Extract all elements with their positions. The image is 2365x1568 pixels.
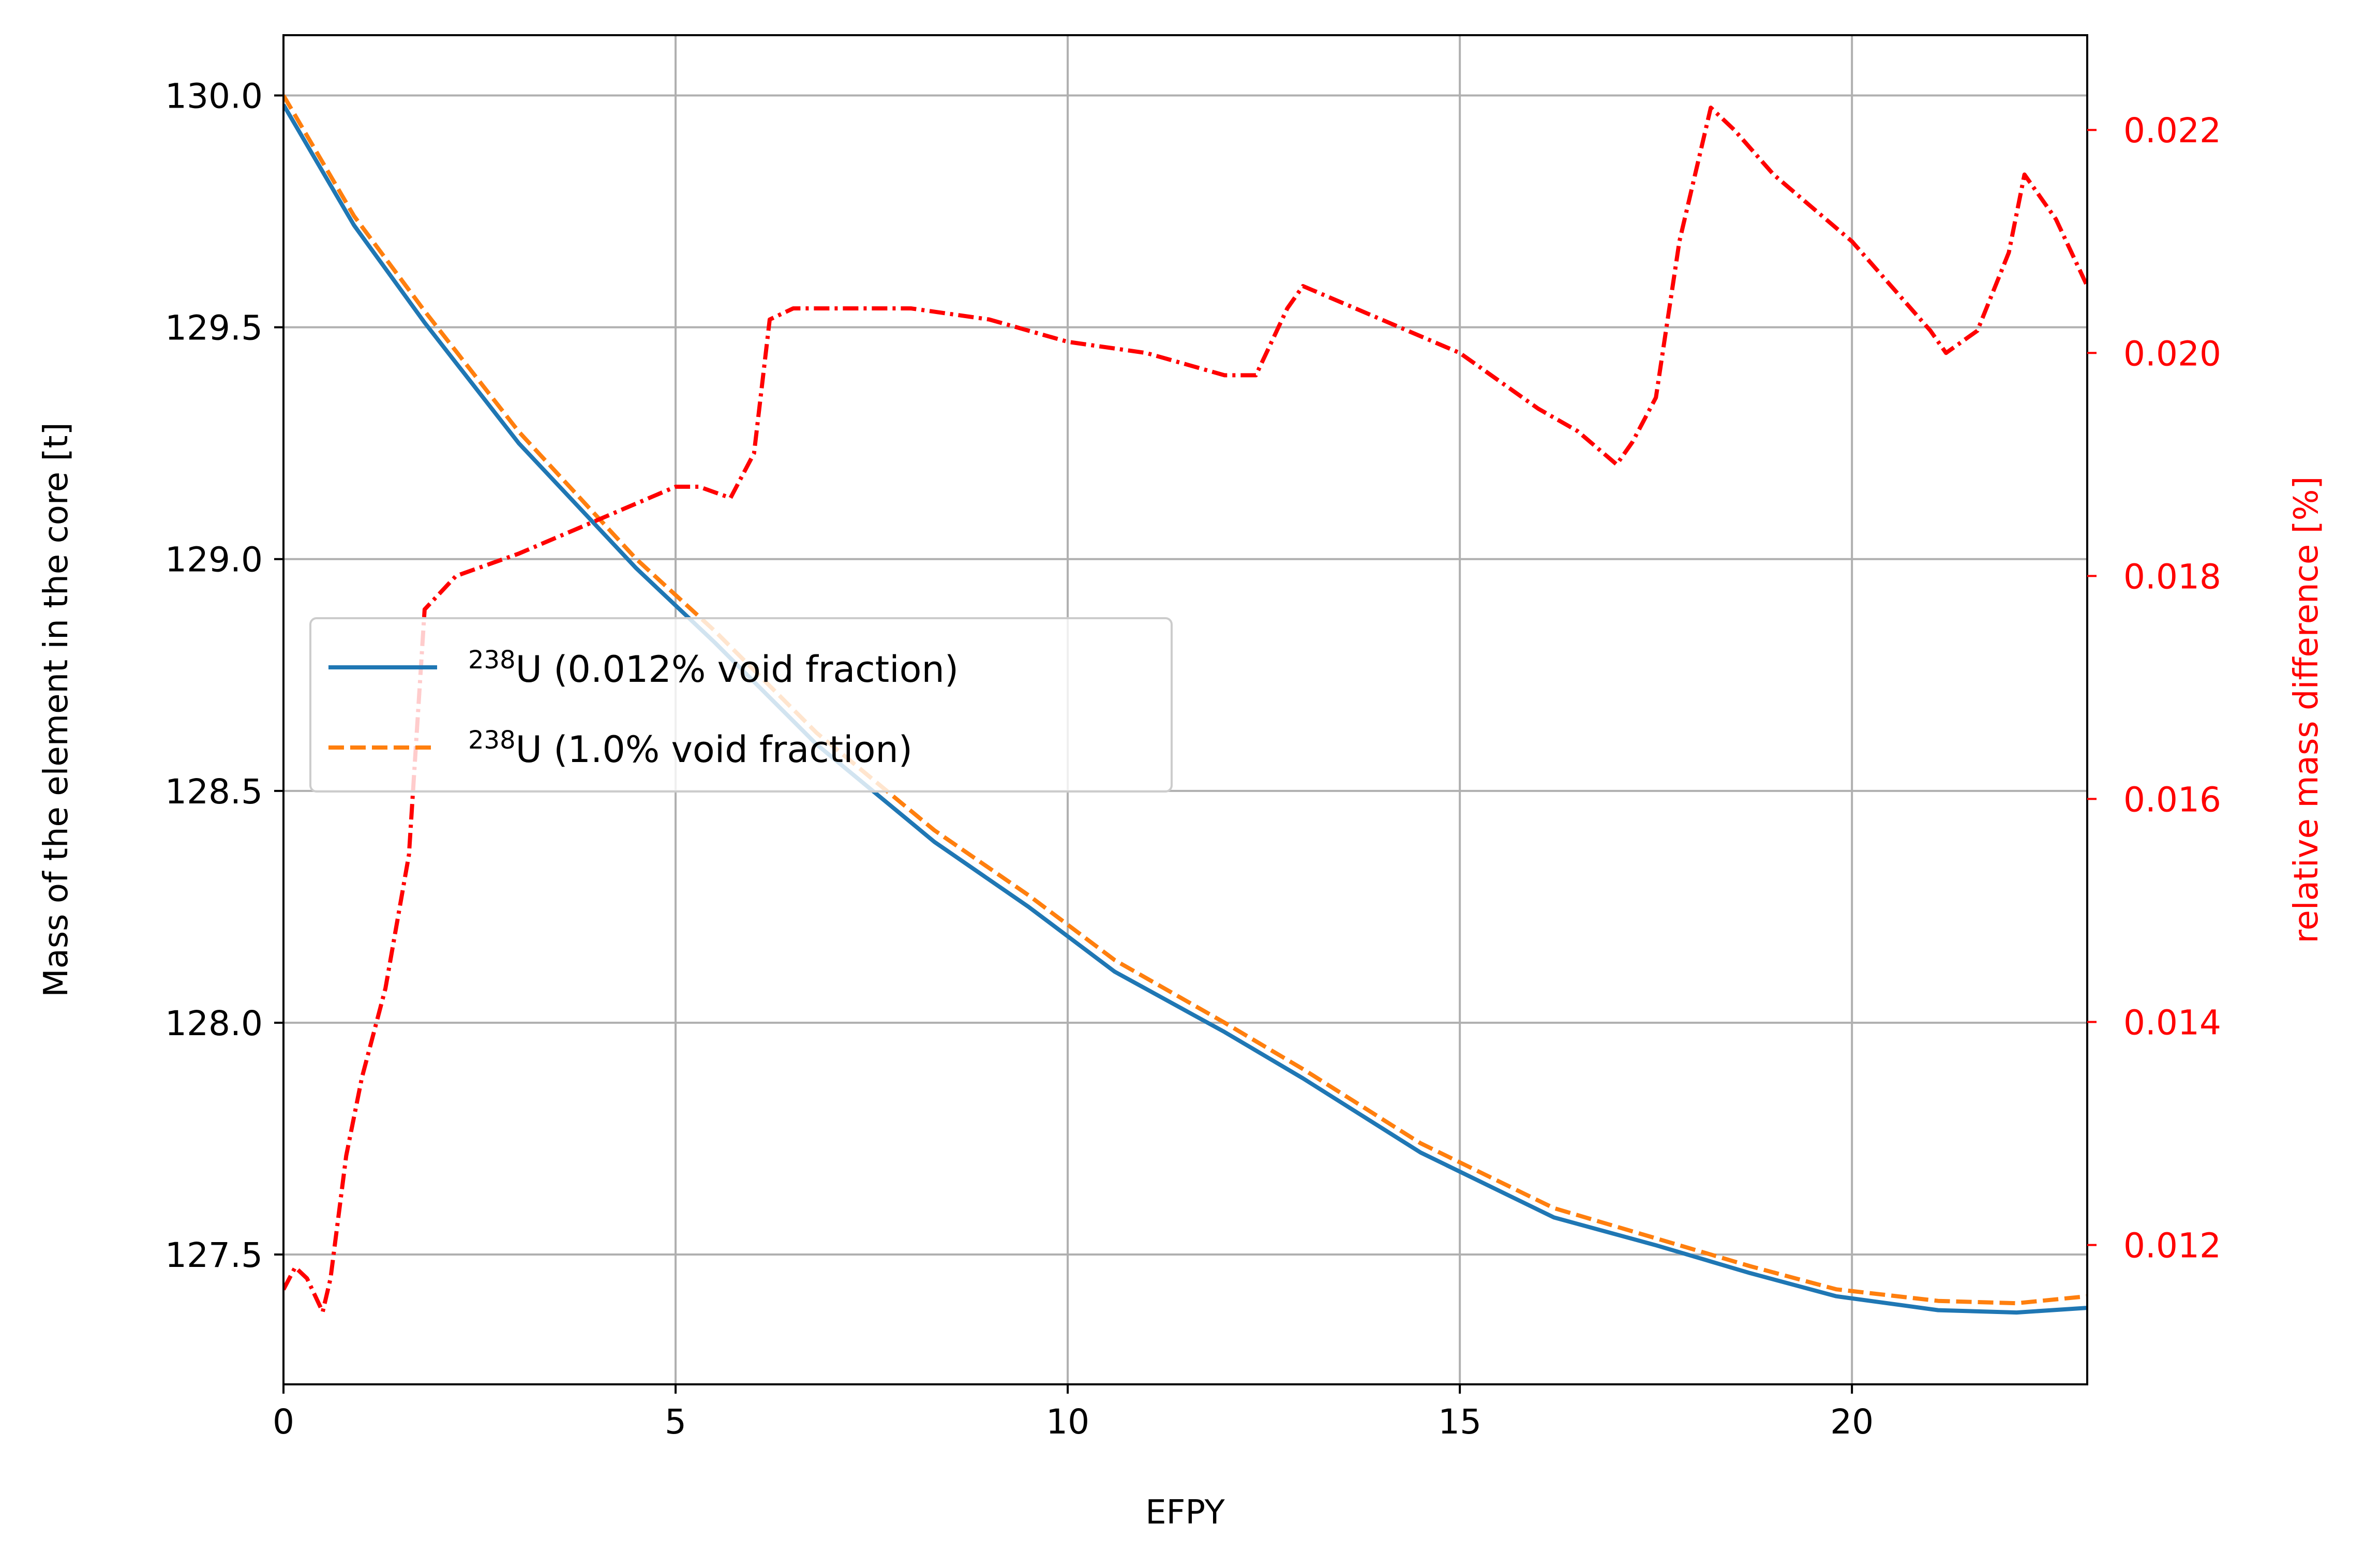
- y-tick-label: 130.0: [165, 77, 263, 116]
- x-axis-label: EFPY: [1145, 1494, 1225, 1532]
- legend-entry-1: 238U (0.012% void fraction): [468, 646, 959, 691]
- x-tick-label: 0: [273, 1402, 294, 1442]
- legend-entry-1-sup: 238: [468, 646, 516, 675]
- y-tick-label: 129.0: [165, 540, 263, 580]
- y2-tick-label: 0.012: [2123, 1226, 2221, 1266]
- legend-entry-2-sup: 238: [468, 726, 516, 755]
- y2-tick-label: 0.018: [2123, 557, 2221, 596]
- y2-tick-label: 0.014: [2123, 1003, 2221, 1043]
- y2-tick-label: 0.016: [2123, 780, 2221, 819]
- x-tick-label: 10: [1046, 1402, 1089, 1442]
- legend: 238U (0.012% void fraction) 238U (1.0% v…: [310, 618, 1172, 792]
- y-tick-label: 128.5: [165, 772, 263, 812]
- x-tick-label: 15: [1438, 1402, 1481, 1442]
- x-tick-label: 20: [1830, 1402, 1874, 1442]
- x-tick-label: 5: [665, 1402, 686, 1442]
- legend-entry-2-text: U (1.0% void fraction): [516, 728, 912, 771]
- y-axis-label: Mass of the element in the core [t]: [37, 422, 76, 997]
- y-tick-label: 128.0: [165, 1004, 263, 1043]
- y2-axis-label: relative mass difference [%]: [2287, 476, 2326, 944]
- y2-tick-label: 0.022: [2123, 111, 2221, 151]
- y-tick-label: 129.5: [165, 308, 263, 348]
- legend-entry-2: 238U (1.0% void fraction): [468, 726, 912, 771]
- y2-tick-label: 0.020: [2123, 334, 2221, 374]
- legend-entry-1-text: U (0.012% void fraction): [516, 648, 959, 691]
- y-tick-label: 127.5: [165, 1235, 263, 1275]
